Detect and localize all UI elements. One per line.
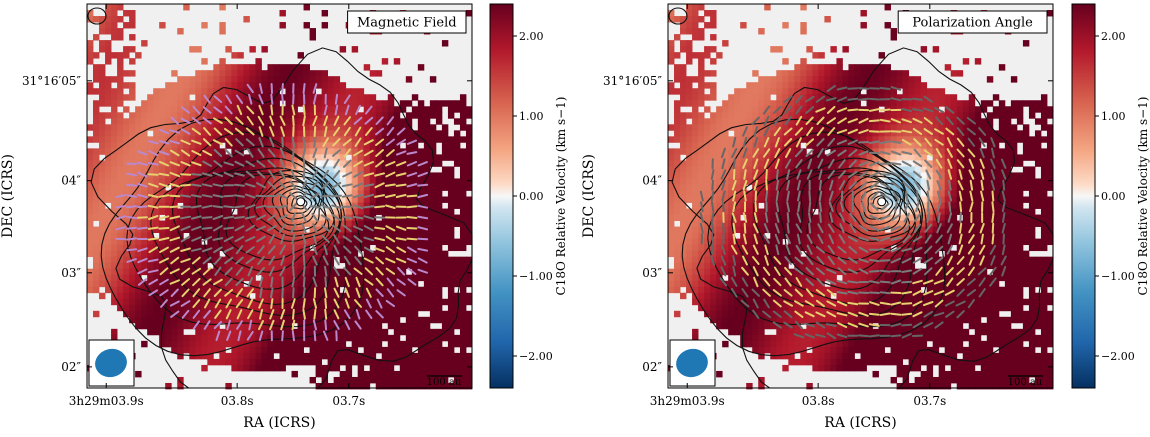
x-tick-label: 03.8s <box>802 394 835 408</box>
colorbar-tick-label: 1.00 <box>519 110 544 123</box>
y-tick-label: 03″ <box>642 266 662 280</box>
colorbar-tick-label: 0.00 <box>1101 190 1126 203</box>
y-tick-label: 02″ <box>642 360 662 374</box>
y-tick-label: 02″ <box>61 360 81 374</box>
x-tick-label: 03.8s <box>221 394 254 408</box>
panel-title: Polarization Angle <box>912 16 1033 31</box>
y-axis-label: DEC (ICRS) <box>0 154 16 238</box>
peak-marker <box>297 198 305 206</box>
colorbar-tick-label: −2.00 <box>1101 350 1135 363</box>
colorbar-label: C18O Relative Velocity (km s−1) <box>554 97 568 296</box>
panel-2: 100 au Polarization Angle 3h29m03.9s 03.8s 0… <box>581 4 1150 431</box>
x-tick-label: 03.7s <box>913 394 946 408</box>
x-tick-label: 3h29m03.9s <box>650 394 725 408</box>
colorbar-tick-label: 1.00 <box>1101 110 1126 123</box>
panel-title: Magnetic Field <box>357 16 457 31</box>
colorbar-tick-label: 0.00 <box>519 190 544 203</box>
x-tick-label: 03.7s <box>332 394 365 408</box>
y-tick-label: 31°16′05″ <box>22 74 82 88</box>
panel-1: 100 au Magnetic Field 3h29m03.9s 03.8s 03.7s… <box>0 4 568 431</box>
y-axis-label: DEC (ICRS) <box>581 154 597 238</box>
x-axis-label: RA (ICRS) <box>243 415 315 431</box>
colorbar-tick-label: 2.00 <box>519 30 544 43</box>
colorbar: 2.00 1.00 0.00 −1.00 −2.00 C18O Relative Velo… <box>490 4 568 388</box>
y-tick-label: 31°16′05″ <box>603 74 663 88</box>
peak-marker <box>878 198 886 206</box>
colorbar-label: C18O Relative Velocity (km s−1) <box>1136 97 1150 296</box>
x-axis-label: RA (ICRS) <box>824 415 896 431</box>
y-tick-label: 04″ <box>642 174 662 188</box>
colorbar-tick-label: −2.00 <box>519 350 553 363</box>
x-tick-label: 3h29m03.9s <box>69 394 144 408</box>
colorbar-tick-label: −1.00 <box>519 270 553 283</box>
scale-bar-label: 100 au <box>1008 377 1043 388</box>
panel-title-box: Polarization Angle <box>898 11 1047 33</box>
y-tick-label: 03″ <box>61 266 81 280</box>
colorbar-tick-label: 2.00 <box>1101 30 1126 43</box>
colorbar-tick-label: −1.00 <box>1101 270 1135 283</box>
y-tick-label: 04″ <box>61 174 81 188</box>
scale-bar-label: 100 au <box>427 377 462 388</box>
colorbar: 2.00 1.00 0.00 −1.00 −2.00 C18O Relative Velo… <box>1072 4 1150 388</box>
panel-title-box: Magnetic Field <box>348 11 466 33</box>
